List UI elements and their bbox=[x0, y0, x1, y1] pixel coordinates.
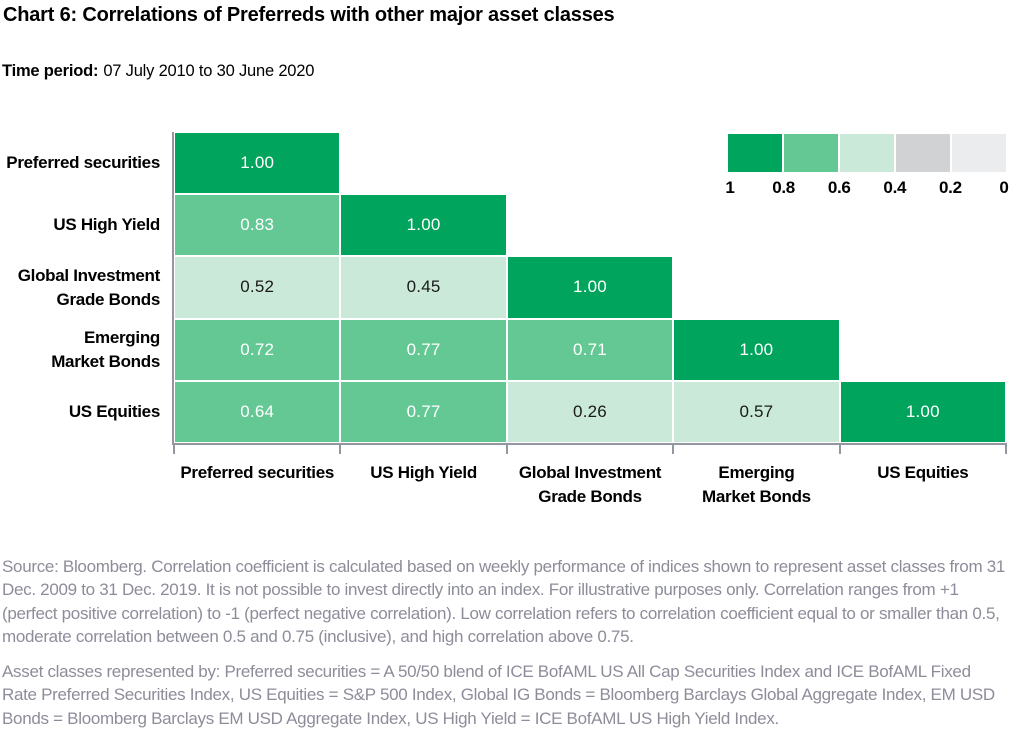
col-label-line: Grade Bonds bbox=[538, 487, 642, 506]
y-axis-line bbox=[172, 132, 174, 445]
legend-swatch bbox=[784, 134, 838, 172]
row-label-line: Market Bonds bbox=[51, 352, 160, 371]
legend-tick: 0.6 bbox=[827, 178, 851, 197]
row-label-line: Preferred securities bbox=[6, 153, 160, 172]
col-label-line: Preferred securities bbox=[180, 463, 335, 482]
matrix-cell: 1.00 bbox=[340, 194, 507, 257]
matrix-cell: 1.00 bbox=[506, 256, 674, 319]
x-axis-tick bbox=[839, 445, 841, 454]
row-label-preferred-securities: Preferred securities bbox=[0, 151, 160, 175]
row-label-us-equities: US Equities bbox=[0, 400, 160, 424]
legend-tick-labels: 1 0.8 0.6 0.4 0.2 0 bbox=[725, 178, 1009, 200]
col-label-em-bonds: Emerging Market Bonds bbox=[673, 461, 839, 509]
col-label-line: Market Bonds bbox=[702, 487, 811, 506]
x-axis-tick bbox=[672, 445, 674, 454]
col-label-line: Global Investment bbox=[518, 463, 662, 482]
row-label-line: Global Investment bbox=[17, 266, 161, 285]
matrix-cell: 1.00 bbox=[174, 132, 341, 195]
time-period-value: 07 July 2010 to 30 June 2020 bbox=[103, 62, 315, 80]
correlation-matrix: 1.00 0.83 1.00 0.52 0.45 1.00 0.72 0.77 … bbox=[174, 132, 1006, 443]
legend-swatch bbox=[728, 134, 782, 172]
matrix-cell: 0.57 bbox=[673, 380, 840, 443]
footnotes: Source: Bloomberg. Correlation coefficie… bbox=[2, 555, 1009, 730]
legend-tick: 0.4 bbox=[883, 178, 907, 197]
row-label-line: Grade Bonds bbox=[56, 290, 161, 309]
legend-swatch bbox=[840, 134, 894, 172]
time-period-label: Time period: bbox=[2, 62, 99, 80]
matrix-cell: 0.77 bbox=[340, 380, 507, 443]
matrix-cell: 0.83 bbox=[174, 194, 341, 257]
source-note: Source: Bloomberg. Correlation coefficie… bbox=[2, 557, 1006, 646]
legend-tick: 1 bbox=[725, 178, 735, 197]
row-label-us-high-yield: US High Yield bbox=[0, 213, 160, 237]
row-label-line: US Equities bbox=[68, 402, 160, 421]
legend-tick: 0.2 bbox=[939, 178, 962, 197]
col-label-line: Emerging bbox=[718, 463, 795, 482]
row-label-line: Emerging bbox=[83, 328, 160, 347]
legend-swatches bbox=[728, 134, 1006, 172]
matrix-cell: 0.71 bbox=[506, 318, 674, 381]
x-axis-line bbox=[172, 443, 1007, 445]
x-axis-tick bbox=[173, 445, 175, 454]
row-label-global-ig-bonds: Global Investment Grade Bonds bbox=[0, 264, 161, 312]
x-axis-tick bbox=[506, 445, 508, 454]
col-label-line: US Equities bbox=[877, 463, 969, 482]
col-label-global-ig-bonds: Global Investment Grade Bonds bbox=[507, 461, 673, 509]
matrix-cell: 0.64 bbox=[174, 380, 341, 443]
color-scale-legend: 1 0.8 0.6 0.4 0.2 0 bbox=[725, 134, 1009, 200]
col-label-line: US High Yield bbox=[370, 463, 477, 482]
chart-title: Chart 6: Correlations of Preferreds with… bbox=[3, 4, 615, 26]
matrix-cell: 0.26 bbox=[506, 380, 674, 443]
asset-classes-note: Asset classes represented by: Preferred … bbox=[2, 662, 995, 728]
matrix-cell: 0.52 bbox=[174, 256, 341, 319]
matrix-cell: 1.00 bbox=[673, 318, 840, 381]
matrix-cell: 0.72 bbox=[174, 318, 341, 381]
time-period: Time period: 07 July 2010 to 30 June 2020 bbox=[2, 62, 314, 81]
col-label-preferred-securities: Preferred securities bbox=[174, 461, 340, 509]
x-axis-labels: Preferred securities US High Yield Globa… bbox=[174, 461, 1006, 509]
col-label-us-equities: US Equities bbox=[840, 461, 1006, 509]
row-label-em-bonds: Emerging Market Bonds bbox=[0, 326, 160, 374]
legend-tick: 0 bbox=[999, 178, 1009, 197]
x-axis-tick bbox=[339, 445, 341, 454]
legend-swatch bbox=[952, 134, 1006, 172]
legend-swatch bbox=[896, 134, 950, 172]
x-axis-tick bbox=[1005, 445, 1007, 454]
matrix-cell: 0.45 bbox=[340, 256, 507, 319]
col-label-us-high-yield: US High Yield bbox=[340, 461, 506, 509]
matrix-cell: 1.00 bbox=[839, 380, 1006, 443]
y-axis-labels: Preferred securities US High Yield Globa… bbox=[0, 132, 160, 443]
legend-tick: 0.8 bbox=[772, 178, 795, 197]
matrix-cell: 0.77 bbox=[340, 318, 507, 381]
row-label-line: US High Yield bbox=[53, 215, 160, 234]
